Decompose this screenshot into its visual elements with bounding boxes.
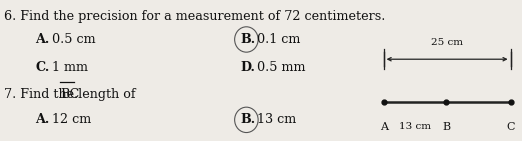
Text: A: A [379, 122, 388, 132]
Text: 6. Find the precision for a measurement of 72 centimeters.: 6. Find the precision for a measurement … [4, 10, 386, 23]
Text: A.: A. [35, 33, 50, 46]
Text: 13 cm: 13 cm [399, 122, 431, 131]
Text: C.: C. [35, 61, 50, 74]
Text: 0.5 mm: 0.5 mm [257, 61, 305, 74]
Text: BC: BC [61, 88, 80, 101]
Text: 25 cm: 25 cm [431, 38, 463, 47]
Text: 1 mm: 1 mm [52, 61, 88, 74]
Text: B.: B. [240, 33, 255, 46]
Text: 7. Find the length of: 7. Find the length of [4, 88, 140, 101]
Text: D.: D. [240, 61, 255, 74]
Text: 12 cm: 12 cm [52, 113, 91, 126]
Text: 13 cm: 13 cm [257, 113, 296, 126]
Text: C: C [506, 122, 515, 132]
Text: B.: B. [240, 113, 255, 126]
Text: .: . [74, 88, 78, 101]
Text: 0.1 cm: 0.1 cm [257, 33, 300, 46]
Text: B: B [442, 122, 450, 132]
Text: 0.5 cm: 0.5 cm [52, 33, 96, 46]
Text: A.: A. [35, 113, 50, 126]
